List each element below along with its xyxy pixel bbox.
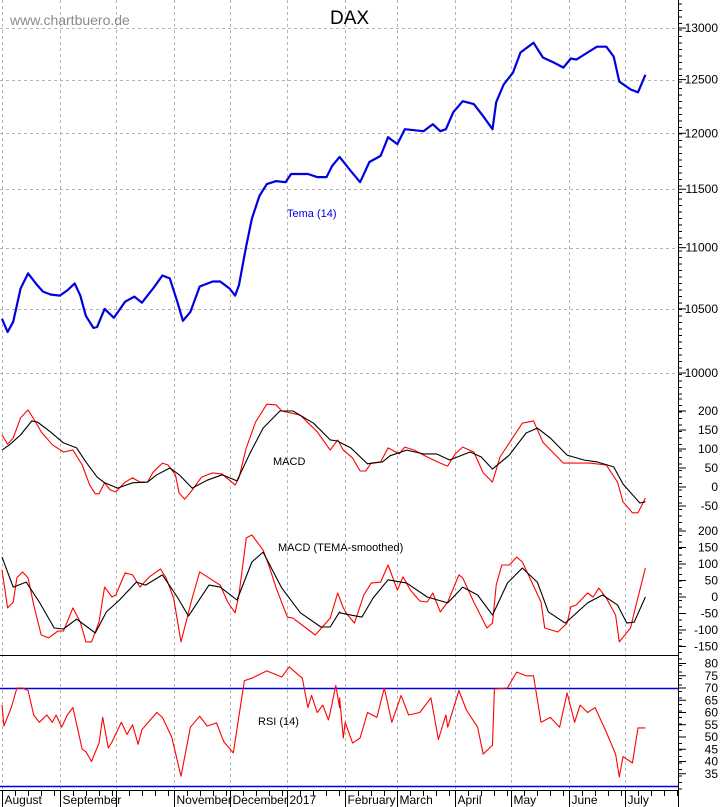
tema-line [0, 41, 647, 334]
y-tick-label: 12000 [685, 126, 719, 140]
y-tick-label: 12500 [685, 73, 719, 87]
y-tick-label: -50 [701, 607, 719, 621]
y-tick-label: 0 [711, 480, 718, 494]
y-tick-label: 45 [705, 742, 719, 756]
month-label: 2017 [290, 793, 317, 807]
y-tick-label: 50 [705, 574, 719, 588]
y-tick-label: 11500 [686, 182, 719, 196]
y-tick-label: 75 [705, 669, 719, 683]
y-tick-label: 60 [705, 706, 719, 720]
month-label: September [63, 793, 122, 807]
y-tick-label: -50 [701, 499, 719, 513]
y-tick-label: 150 [698, 541, 718, 555]
signal-line [1, 551, 646, 634]
month-label: August [5, 793, 43, 807]
y-tick-label: 200 [698, 524, 718, 538]
y-tick-label: -100 [694, 623, 718, 637]
watermark-text: www.chartbuero.de [10, 12, 130, 28]
y-tick-label: 35 [705, 767, 719, 781]
y-tick-label: 10500 [685, 302, 719, 316]
y-tick-label: 13000 [685, 21, 719, 35]
y-tick-label: 10000 [685, 366, 719, 380]
y-tick-label: 80 [705, 657, 719, 671]
month-label: December [233, 793, 288, 807]
tema-series-label: Tema (14) [287, 208, 337, 220]
rsi-line [1, 666, 646, 778]
y-tick-label: 50 [705, 730, 719, 744]
rsi-panel-label: RSI (14) [258, 716, 299, 728]
y-tick-label: -150 [694, 640, 718, 654]
y-tick-label: 11000 [686, 241, 719, 255]
month-label: May [514, 793, 537, 807]
month-label: July [628, 793, 649, 807]
y-tick-label: 50 [705, 461, 719, 475]
macd-panel-label: MACD [273, 456, 306, 468]
y-tick-label: 100 [698, 442, 718, 456]
month-label: March [400, 793, 433, 807]
y-tick-label: 100 [698, 557, 718, 571]
month-label: April [458, 793, 482, 807]
y-tick-label: 65 [705, 693, 719, 707]
y-tick-label: 200 [698, 404, 718, 418]
y-tick-label: 40 [705, 755, 719, 769]
chart-title: DAX [330, 8, 370, 29]
y-tick-label: 150 [698, 423, 718, 437]
macd-tema-panel-label: MACD (TEMA-smoothed) [278, 542, 404, 554]
macd-line [1, 403, 646, 514]
month-label: June [572, 793, 598, 807]
month-label: February [348, 793, 396, 807]
signal-line [1, 410, 646, 504]
y-tick-label: 0 [711, 590, 718, 604]
month-label: November [177, 793, 232, 807]
y-tick-label: 70 [705, 681, 719, 695]
y-tick-label: 55 [705, 718, 719, 732]
